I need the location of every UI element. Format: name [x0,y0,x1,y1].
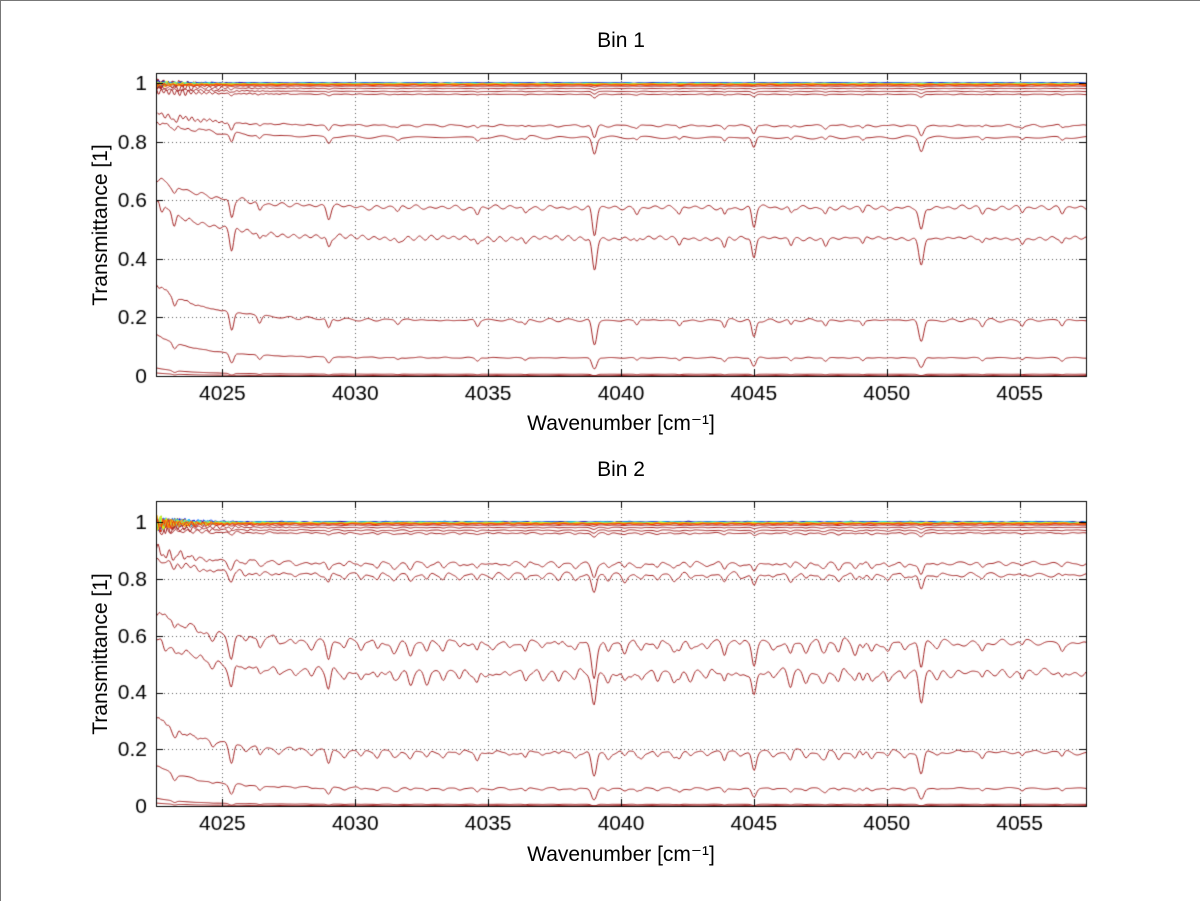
chart-title-bin1: Bin 1 [597,29,645,52]
subplot-bin2: Bin 2 Transmittance [1] Wavenumber [cm⁻¹… [1,452,1200,902]
x-axis-label-bin1: Wavenumber [cm⁻¹] [527,412,715,435]
x-axis-label-bin2: Wavenumber [cm⁻¹] [527,843,715,866]
chart-title-bin2: Bin 2 [597,458,645,481]
y-axis-label-bin2: Transmittance [1] [89,573,112,735]
bin1-plot-canvas [1,1,1200,452]
y-axis-label-bin1: Transmittance [1] [89,144,112,306]
subplot-bin1: Bin 1 Transmittance [1] Wavenumber [cm⁻¹… [1,1,1200,452]
bin2-plot-canvas [1,452,1200,902]
